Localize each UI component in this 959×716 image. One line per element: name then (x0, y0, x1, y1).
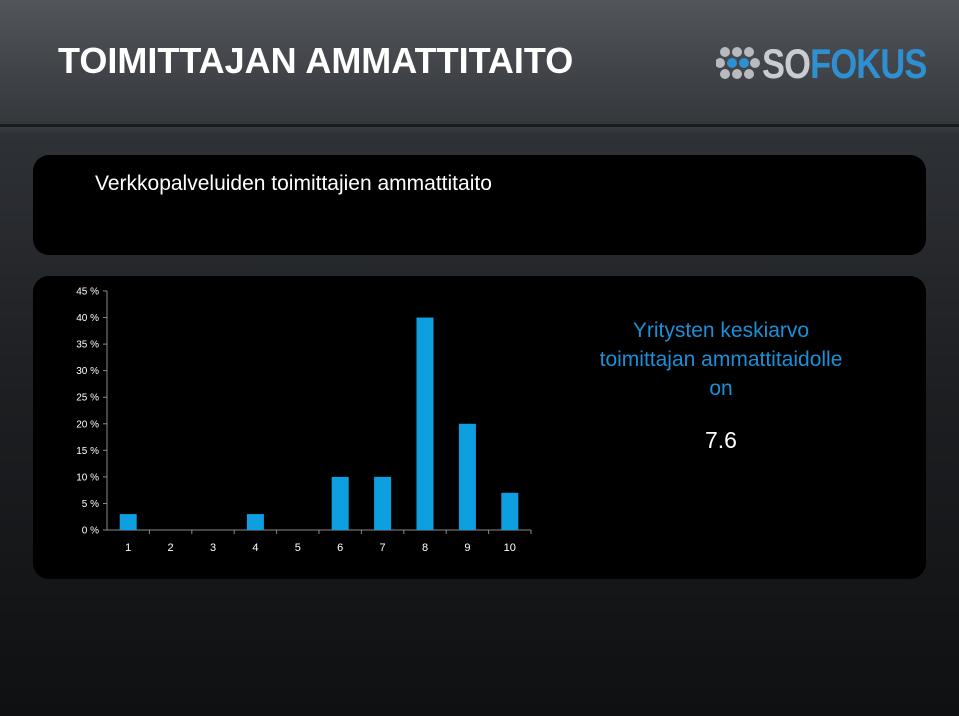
y-tick-label: 40 % (76, 313, 99, 324)
average-caption-line-3: on (709, 377, 733, 400)
bar (119, 514, 137, 530)
x-tick-label: 2 (168, 542, 174, 554)
average-value: 7.6 (705, 427, 737, 453)
header: TOIMITTAJAN AMMATTITAITO SOFOKUS (0, 0, 959, 127)
x-tick-label: 10 (504, 542, 516, 554)
bar (458, 423, 476, 530)
y-tick-label: 5 % (82, 499, 99, 510)
y-tick-label: 0 % (82, 526, 99, 537)
subtitle-panel: Verkkopalveluiden toimittajien ammattita… (33, 155, 926, 255)
average-caption-line-2: toimittajan ammattitaidolle (599, 348, 843, 371)
average-caption-line-1: Yritysten keskiarvo (632, 319, 810, 342)
y-tick-label: 20 % (76, 419, 99, 430)
chart-subtitle: Verkkopalveluiden toimittajien ammattita… (95, 172, 492, 195)
logo-prefix: SO (762, 40, 811, 87)
bar-chart: 0 % 5 % 10 % 15 % 20 % 25 % 30 % 35 % 40 % 45 % 1 2… (76, 287, 532, 554)
logo-dots-icon (716, 47, 760, 79)
bar (246, 514, 264, 530)
bar (501, 492, 519, 530)
x-tick-label: 8 (422, 542, 428, 554)
y-tick-label: 35 % (76, 340, 99, 351)
logo-wordmark: SOFOKUS (762, 40, 927, 88)
average-caption: Yritysten keskiarvo toimittajan ammattit… (573, 316, 869, 403)
y-tick-label: 45 % (76, 287, 99, 298)
y-tick-label: 10 % (76, 472, 99, 483)
chart-panel: 0 % 5 % 10 % 15 % 20 % 25 % 30 % 35 % 40 % 45 % 1 2… (33, 276, 926, 579)
y-tick-label: 25 % (76, 393, 99, 404)
x-tick-label: 9 (464, 542, 470, 554)
x-tick-label: 7 (380, 542, 386, 554)
page-title: TOIMITTAJAN AMMATTITAITO (58, 40, 574, 81)
bar (374, 476, 392, 530)
y-tick-label: 15 % (76, 446, 99, 457)
logo-suffix: FOKUS (810, 40, 927, 87)
x-tick-label: 5 (295, 542, 301, 554)
x-tick-label: 1 (125, 542, 131, 554)
y-tick-label: 30 % (76, 366, 99, 377)
bar (416, 317, 434, 530)
sofokus-logo: SOFOKUS (716, 40, 927, 87)
x-tick-label: 6 (337, 542, 343, 554)
x-tick-label: 3 (210, 542, 216, 554)
bar (331, 476, 349, 530)
x-tick-label: 4 (252, 542, 258, 554)
